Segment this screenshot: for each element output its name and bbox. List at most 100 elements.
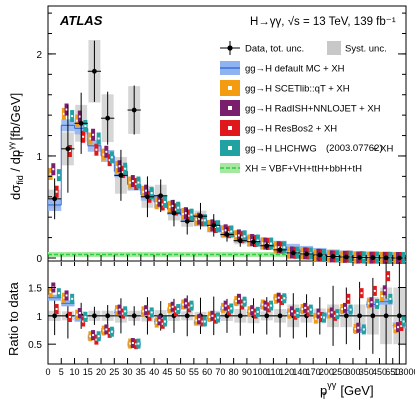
ratio-scetlib-center	[394, 327, 397, 330]
ratio-scetlib-center	[328, 312, 331, 315]
scetlib-marker-center	[248, 239, 251, 242]
ratio-radish-center	[184, 302, 187, 305]
lhchwg-marker-center	[57, 174, 60, 177]
scetlib-marker-center	[261, 242, 264, 245]
ratio-resbos2-center	[55, 308, 58, 311]
top-ytick-label: 1	[36, 152, 42, 163]
radish-marker-center	[224, 229, 227, 232]
radish-marker-center	[118, 165, 121, 168]
data-point	[277, 247, 283, 253]
radish-marker-center	[198, 217, 201, 220]
radish-marker-center	[105, 150, 108, 153]
legend-label: gg→H LHCHWG	[245, 144, 317, 155]
lhchwg-marker-center	[97, 137, 100, 140]
ratio-scetlib-center	[275, 297, 278, 300]
ylabel-sub2: T	[17, 150, 26, 155]
xlabel-sup: γγ	[327, 380, 337, 390]
ratio-radish-center	[370, 301, 373, 304]
ratio-lhchwg-center	[270, 304, 273, 307]
ratio-lhchwg-center	[376, 302, 379, 305]
data-points-layer	[48, 40, 406, 261]
legend-label: gg→H default MC + XH	[245, 64, 345, 75]
ratio-data-point	[343, 313, 349, 319]
resbos2-marker-center	[174, 208, 177, 211]
xlabel-unit: [GeV]	[337, 383, 374, 398]
radish-marker-center	[277, 246, 280, 249]
data-point	[145, 194, 150, 200]
xtick-label: 100	[253, 367, 268, 377]
scetlib-marker-center	[182, 212, 185, 215]
xtick-label: 50	[176, 367, 186, 377]
radish-marker-center	[237, 234, 240, 237]
resbos2-marker-center	[121, 171, 124, 174]
scetlib-marker-center	[275, 246, 278, 249]
ratio-scetlib-center	[288, 312, 291, 315]
ratio-radish-center	[251, 309, 254, 312]
data-point	[317, 252, 323, 258]
legend-label: gg→H SCETlib::qT + XH	[245, 84, 350, 95]
ratio-scetlib-center	[89, 335, 92, 338]
legend-label: XH = VBF+VH+ttH+bbH+tH	[245, 164, 362, 175]
ratio-scetlib-center	[129, 342, 132, 345]
ratio-scetlib-center	[248, 310, 251, 313]
ratio-resbos2-center	[373, 289, 376, 292]
ylabel-main: dσ	[8, 185, 23, 200]
ratio-resbos2-center	[347, 297, 350, 300]
radish-marker-center	[78, 115, 81, 118]
ylabel-sup: γγ	[7, 142, 16, 150]
ratio-scetlib-center	[102, 329, 105, 332]
ratio-data-point	[277, 313, 283, 319]
ratio-lhchwg-center	[84, 315, 87, 318]
xtick-label: 120	[279, 367, 294, 377]
top-y-axis-title: dσfid / dpγγT [fb/GeV]	[7, 93, 26, 200]
ratio-lhchwg-center	[124, 310, 127, 313]
ratio-radish-center	[131, 342, 134, 345]
xtick-label: 350	[359, 367, 374, 377]
ratio-lhchwg-center	[97, 335, 100, 338]
scetlib-marker-center	[168, 205, 171, 208]
legend-label: gg→H RadISH+NNLOJET + XH	[245, 104, 381, 115]
xtick-label: 13000	[393, 367, 415, 377]
legend-data-marker	[227, 45, 233, 51]
ratio-lhchwg-center	[283, 297, 286, 300]
ratio-radish-center	[145, 309, 148, 312]
top-ytick-label: 2	[36, 50, 42, 61]
ratio-lhchwg-center	[71, 297, 74, 300]
legend-scetlib-center	[228, 86, 232, 90]
data-point	[118, 172, 124, 178]
xtick-label: 25	[109, 367, 119, 377]
ratio-resbos2-center	[360, 292, 363, 295]
scetlib-marker-center	[208, 225, 211, 227]
xtick-label: 0	[45, 367, 50, 377]
ratio-scetlib-center	[381, 295, 384, 297]
lhchwg-marker-center	[137, 181, 140, 184]
ratio-resbos2-center	[108, 331, 111, 334]
ratio-resbos2-center	[148, 314, 151, 317]
ratio-ytick-label: 1.5	[28, 284, 42, 295]
resbos2-marker-center	[201, 219, 204, 222]
ratio-scetlib-center	[261, 303, 264, 306]
ratio-resbos2-center	[387, 275, 390, 278]
ratio-data-point	[92, 313, 97, 319]
lhchwg-marker-center	[150, 192, 153, 195]
ratio-radish-center	[171, 305, 174, 308]
xtick-label: 90	[242, 367, 252, 377]
ratio-resbos2-center	[68, 315, 71, 318]
ratio-lhchwg-center	[190, 304, 193, 307]
xh-band	[48, 251, 406, 257]
ratio-resbos2-center	[307, 310, 310, 313]
ratio-ytick-label: 0.5	[28, 340, 42, 351]
radish-marker-center	[184, 212, 187, 215]
xtick-label: 170	[306, 367, 321, 377]
data-point	[370, 255, 376, 261]
ratio-radish-center	[304, 306, 307, 309]
xtick-label: 45	[162, 367, 172, 377]
lhchwg-marker-center	[203, 219, 206, 222]
resbos2-marker-center	[267, 242, 270, 245]
ratio-scetlib-center	[195, 319, 198, 322]
ratio-radish-center	[290, 310, 293, 313]
ratio-panel-frame	[47, 260, 407, 365]
ratio-scetlib-center	[49, 291, 52, 294]
ratio-scetlib-center	[301, 308, 304, 311]
ratio-data-point	[184, 313, 190, 319]
